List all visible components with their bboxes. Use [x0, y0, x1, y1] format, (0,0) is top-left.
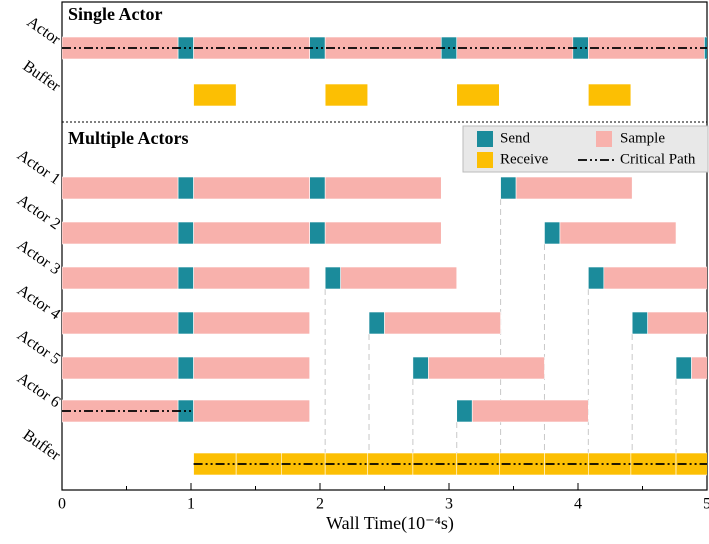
row-label: Actor 2: [14, 192, 63, 234]
segment: [428, 356, 545, 380]
segment: [62, 356, 179, 380]
segment: [309, 176, 326, 200]
segment: [456, 83, 500, 107]
segment: [340, 266, 458, 290]
plot-area: [62, 36, 707, 476]
segment: [544, 221, 561, 245]
legend-label: Send: [500, 130, 531, 146]
segment: [691, 356, 707, 380]
segment: [384, 311, 501, 335]
row-label: Actor 4: [14, 282, 63, 324]
segment: [631, 311, 648, 335]
segment: [456, 399, 473, 423]
segment: [675, 356, 692, 380]
x-tick-label: 0: [58, 496, 66, 513]
row-label: Actor 5: [14, 327, 63, 369]
x-axis-label: Wall Time(10⁻⁴s): [326, 513, 454, 534]
segment: [412, 356, 429, 380]
segment: [177, 266, 194, 290]
legend-swatch: [477, 152, 493, 168]
segment: [193, 221, 310, 245]
legend-swatch: [596, 131, 612, 147]
segment: [193, 399, 310, 423]
segment: [324, 83, 369, 107]
row-label: Actor 1: [14, 147, 63, 189]
segment: [193, 176, 310, 200]
segment: [500, 176, 517, 200]
segment: [62, 311, 179, 335]
segment: [62, 176, 179, 200]
segment: [471, 399, 589, 423]
segment: [193, 356, 310, 380]
row-label: Buffer: [20, 427, 64, 465]
x-tick-label: 1: [187, 496, 195, 513]
panel-title: Multiple Actors: [68, 128, 188, 148]
row-label: Actor 3: [14, 237, 63, 279]
segment: [588, 266, 605, 290]
segment: [368, 311, 385, 335]
x-tick-label: 5: [703, 496, 709, 513]
legend-label: Sample: [620, 130, 665, 146]
segment: [559, 221, 677, 245]
legend-label: Critical Path: [620, 151, 696, 167]
legend-swatch: [477, 131, 493, 147]
segment: [177, 221, 194, 245]
x-tick-label: 3: [445, 496, 453, 513]
segment: [515, 176, 633, 200]
x-tick-label: 4: [574, 496, 582, 513]
x-tick-label: 2: [316, 496, 324, 513]
row-label: Actor 6: [14, 370, 63, 412]
segment: [603, 266, 707, 290]
segment: [324, 266, 341, 290]
segment: [588, 83, 632, 107]
segment: [193, 266, 310, 290]
legend-label: Receive: [500, 151, 549, 167]
panel-title: Single Actor: [68, 4, 163, 24]
segment: [324, 176, 442, 200]
row-label: Actor: [24, 13, 64, 48]
segment: [309, 221, 326, 245]
segment: [193, 311, 310, 335]
segment: [62, 266, 179, 290]
segment: [177, 311, 194, 335]
segment: [177, 356, 194, 380]
segment: [177, 176, 194, 200]
legend-box: [462, 125, 709, 173]
segment: [193, 83, 237, 107]
segment: [62, 221, 179, 245]
segment: [324, 221, 442, 245]
row-label: Buffer: [20, 58, 64, 96]
segment: [647, 311, 707, 335]
